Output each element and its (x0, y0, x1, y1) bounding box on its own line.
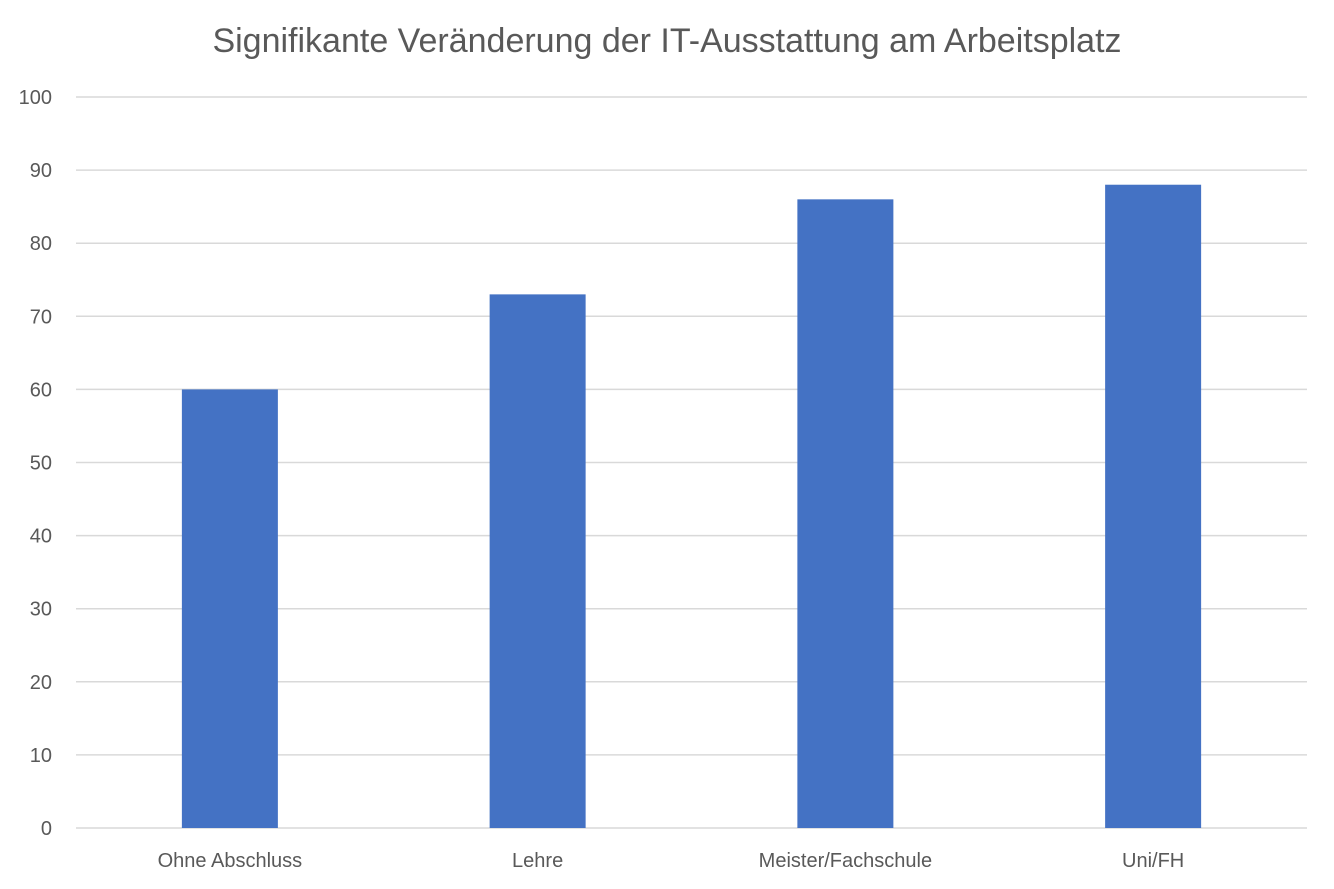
y-tick-label: 50 (30, 453, 52, 475)
y-tick-label: 40 (30, 526, 52, 548)
y-tick-label: 0 (41, 818, 52, 840)
x-tick-label: Uni/FH (1122, 850, 1184, 872)
y-tick-label: 70 (30, 306, 52, 328)
x-tick-label: Meister/Fachschule (759, 850, 932, 872)
x-tick-label: Ohne Abschluss (158, 850, 303, 872)
x-axis-ticks: Ohne Abschluss Lehre Meister/Fachschule Uni… (158, 850, 1185, 872)
y-tick-label: 30 (30, 599, 52, 621)
grid-lines (76, 96, 1307, 829)
y-tick-label: 60 (30, 379, 52, 401)
chart-title: Signifikante Veränderung der IT-Ausstatt… (212, 22, 1122, 60)
y-tick-label: 80 (30, 233, 52, 255)
y-axis-ticks: 0 10 20 30 40 50 60 70 80 90 100 (19, 87, 52, 840)
bar-meister-fachschule (797, 199, 894, 829)
bars (181, 184, 1202, 829)
x-tick-label: Lehre (512, 850, 563, 872)
bar-uni-fh (1105, 184, 1202, 829)
y-tick-label: 10 (30, 745, 52, 767)
y-tick-label: 100 (19, 87, 52, 109)
y-tick-label: 90 (30, 160, 52, 182)
bar-ohne-abschluss (181, 389, 278, 828)
bar-lehre (489, 294, 586, 828)
y-tick-label: 20 (30, 672, 52, 694)
